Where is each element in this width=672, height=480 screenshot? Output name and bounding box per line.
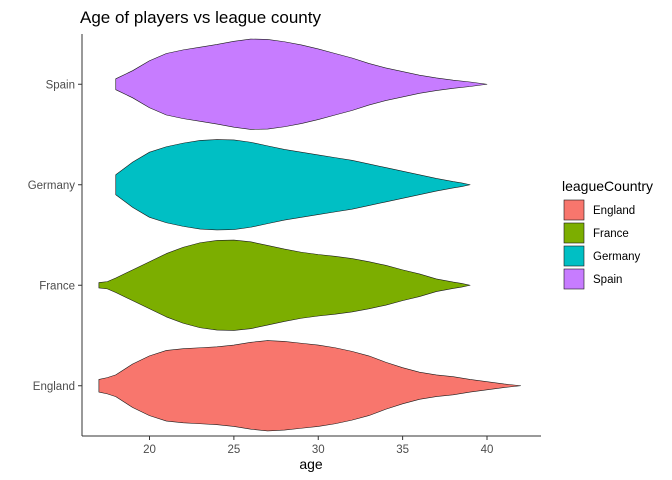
legend: leagueCountry England France Germany Spain bbox=[562, 178, 653, 290]
legend-key-spain bbox=[563, 268, 585, 290]
legend-title: leagueCountry bbox=[562, 178, 653, 194]
legend-key-germany bbox=[563, 245, 585, 267]
x-tick-label: 35 bbox=[396, 444, 409, 456]
legend-label-germany: Germany bbox=[593, 251, 641, 263]
x-tick-label: 30 bbox=[312, 444, 325, 456]
y-tick-label-england: England bbox=[33, 381, 75, 393]
violin-spain bbox=[115, 38, 488, 130]
violin-france bbox=[98, 239, 471, 331]
y-tick-label-germany: Germany bbox=[28, 180, 76, 192]
legend-label-england: England bbox=[593, 205, 635, 217]
violin-germany bbox=[115, 139, 471, 231]
axes: 20 25 30 35 40 England France Germany Spain bbox=[28, 34, 541, 456]
legend-items: England France Germany Spain bbox=[563, 199, 641, 290]
x-tick-label: 20 bbox=[143, 444, 156, 456]
x-axis-title: age bbox=[299, 456, 323, 472]
y-tick-label-france: France bbox=[39, 280, 75, 292]
legend-key-france bbox=[563, 222, 585, 244]
y-tick-label-spain: Spain bbox=[46, 79, 75, 91]
x-tick-label: 40 bbox=[481, 444, 494, 456]
legend-key-england bbox=[563, 199, 585, 221]
x-tick-label: 25 bbox=[227, 444, 240, 456]
y-axis-ticks: England France Germany Spain bbox=[28, 79, 82, 393]
chart-title: Age of players vs league county bbox=[80, 8, 321, 27]
legend-label-france: France bbox=[593, 228, 629, 240]
legend-label-spain: Spain bbox=[593, 274, 622, 286]
violin-layer bbox=[98, 38, 522, 432]
violin-england bbox=[98, 340, 522, 432]
x-axis-ticks: 20 25 30 35 40 bbox=[143, 436, 493, 456]
